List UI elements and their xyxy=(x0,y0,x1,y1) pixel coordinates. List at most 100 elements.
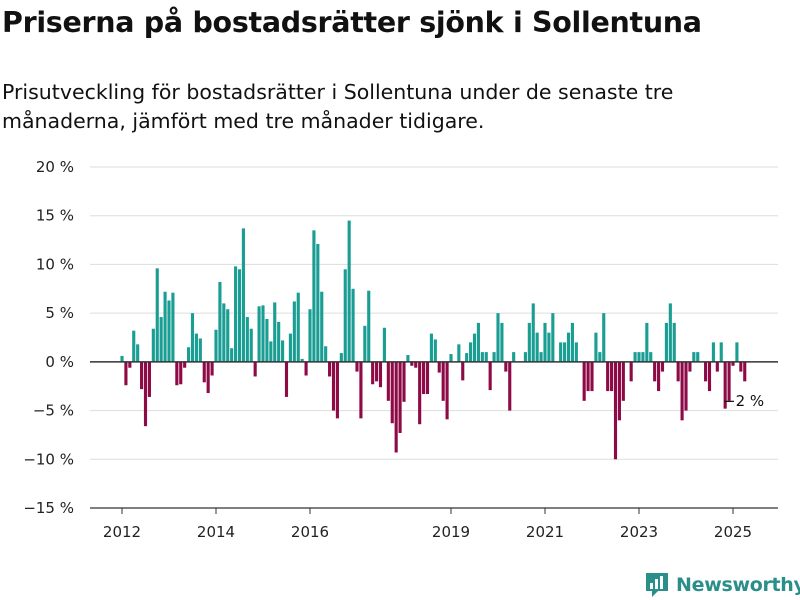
bar xyxy=(598,352,602,362)
bar xyxy=(692,352,696,362)
bar xyxy=(331,361,336,411)
y-tick-label: −10 % xyxy=(23,450,74,468)
bar xyxy=(535,332,539,362)
bar xyxy=(633,352,637,362)
bar xyxy=(563,342,567,362)
y-axis-labels: 20 % 15 % 10 % 5 % 0 % −5 % −10 % −15 % xyxy=(23,158,74,517)
bar xyxy=(261,305,265,362)
y-tick-label: 20 % xyxy=(36,158,74,176)
bar xyxy=(512,352,516,362)
bar xyxy=(664,322,668,362)
chart-title: Priserna på bostadsrätter sjönk i Sollen… xyxy=(2,6,702,39)
bar xyxy=(676,361,680,382)
bar xyxy=(422,361,426,395)
bar xyxy=(696,352,700,362)
bar xyxy=(582,361,586,401)
bar xyxy=(472,333,477,362)
bar xyxy=(433,339,437,362)
bar xyxy=(523,352,527,362)
bar xyxy=(527,322,531,362)
bar xyxy=(136,344,140,362)
bar xyxy=(566,332,571,362)
bar xyxy=(449,354,453,362)
bar xyxy=(363,325,367,362)
bar xyxy=(586,361,590,392)
bar xyxy=(375,361,379,382)
bar xyxy=(621,361,625,401)
bar xyxy=(559,342,563,362)
x-tick-label: 2023 xyxy=(620,523,658,541)
bar xyxy=(339,353,343,362)
bar xyxy=(335,361,339,419)
y-tick-label: 10 % xyxy=(36,255,74,273)
bar xyxy=(183,361,187,368)
bar xyxy=(574,342,578,362)
gridlines xyxy=(90,166,778,460)
bar xyxy=(151,328,155,362)
bar xyxy=(320,291,324,362)
bar xyxy=(210,361,214,376)
x-tick-label: 2014 xyxy=(197,523,235,541)
bar xyxy=(543,322,547,362)
bar xyxy=(312,230,316,362)
y-tick-label: 5 % xyxy=(45,304,74,322)
bar xyxy=(140,361,144,390)
bars xyxy=(120,220,747,460)
bar xyxy=(324,346,328,362)
bar xyxy=(120,356,124,362)
bar xyxy=(606,361,610,392)
bar xyxy=(715,361,719,372)
bar xyxy=(253,361,257,377)
bar xyxy=(371,361,375,385)
bar xyxy=(378,361,383,388)
bar xyxy=(429,333,433,362)
bar xyxy=(382,327,386,362)
bar xyxy=(132,330,136,362)
bar xyxy=(226,309,230,362)
bar xyxy=(386,361,390,401)
bar xyxy=(617,361,621,421)
bar xyxy=(304,361,308,376)
bar xyxy=(629,361,633,382)
bar xyxy=(265,318,269,362)
bar xyxy=(202,361,206,383)
bar xyxy=(457,344,461,362)
bar xyxy=(711,342,715,362)
chart-subtitle: Prisutveckling för bostadsrätter i Solle… xyxy=(2,80,674,133)
bar xyxy=(594,332,598,362)
bar xyxy=(187,347,191,362)
bar xyxy=(465,353,469,362)
bar xyxy=(727,361,731,401)
bar xyxy=(653,361,657,382)
y-tick-label: −5 % xyxy=(33,402,74,420)
bar xyxy=(410,361,414,366)
bar xyxy=(441,361,445,401)
x-tick-label: 2021 xyxy=(526,523,564,541)
bar xyxy=(316,243,320,362)
bar xyxy=(531,303,535,362)
bar xyxy=(613,361,618,460)
bar xyxy=(277,321,281,362)
y-tick-label: −15 % xyxy=(23,499,74,517)
bar xyxy=(484,352,488,362)
bar xyxy=(237,269,242,362)
bar xyxy=(288,333,292,362)
bar xyxy=(355,361,359,372)
bar xyxy=(175,361,179,386)
bar xyxy=(672,322,676,362)
bar xyxy=(402,361,406,402)
x-tick-label: 2025 xyxy=(714,523,752,541)
bar xyxy=(249,328,253,362)
bar xyxy=(359,361,363,419)
bar xyxy=(688,361,692,372)
bar xyxy=(425,361,430,395)
x-tick-label: 2016 xyxy=(291,523,329,541)
bar xyxy=(241,228,245,362)
bar xyxy=(590,361,594,392)
y-tick-label: 15 % xyxy=(36,207,74,225)
bar xyxy=(222,303,226,362)
bar xyxy=(269,341,273,362)
bar xyxy=(308,309,312,362)
bar xyxy=(739,361,743,372)
bar xyxy=(641,352,645,362)
